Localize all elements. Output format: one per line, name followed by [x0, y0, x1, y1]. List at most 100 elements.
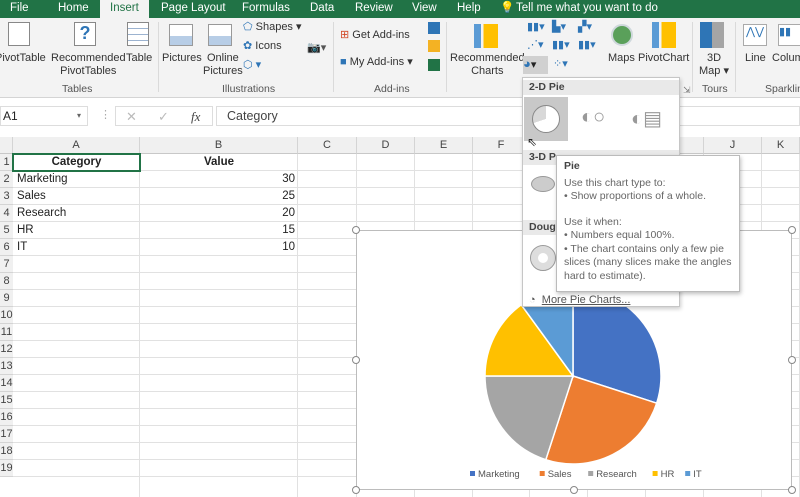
legend-entry[interactable]: HR	[661, 469, 675, 480]
header-cell[interactable]: Category	[51, 156, 102, 168]
column-header-A[interactable]: A	[13, 137, 140, 154]
row-header-12[interactable]: 12	[0, 341, 13, 358]
column-header-K[interactable]: K	[762, 137, 800, 154]
screenshot-button[interactable]: 📷▾	[307, 42, 327, 54]
select-all-corner[interactable]	[0, 137, 13, 154]
category-cell[interactable]: Research	[17, 207, 67, 219]
tab-formulas[interactable]: Formulas	[242, 2, 290, 14]
more-pie-charts[interactable]: ◔ More Pie Charts...	[529, 294, 630, 306]
3d-pie-option[interactable]	[531, 176, 555, 192]
doughnut-option[interactable]	[530, 245, 556, 271]
row-header-2[interactable]: 2	[0, 171, 13, 188]
header-cell[interactable]: Value	[203, 156, 235, 168]
tab-page-layout[interactable]: Page Layout	[161, 2, 226, 14]
row-header-1[interactable]: 1	[0, 154, 13, 171]
value-cell[interactable]: 20	[282, 207, 295, 219]
category-cell[interactable]: Sales	[17, 190, 46, 202]
row-header-16[interactable]: 16	[0, 409, 13, 426]
value-cell[interactable]: 10	[282, 241, 295, 253]
visio-icon[interactable]	[428, 22, 440, 34]
row-header-13[interactable]: 13	[0, 358, 13, 375]
hierarchy-chart-button[interactable]: ▙▾	[552, 21, 566, 33]
value-cell[interactable]: 25	[282, 190, 295, 202]
bing-icon[interactable]	[428, 40, 440, 52]
legend-entry[interactable]: IT	[693, 469, 702, 480]
value-cell[interactable]: 15	[282, 224, 295, 236]
legend-entry[interactable]: Research	[596, 469, 637, 480]
category-cell[interactable]: Marketing	[17, 173, 68, 185]
row-header-18[interactable]: 18	[0, 443, 13, 460]
sparkline-line-button[interactable]: Line	[745, 52, 766, 64]
tell-me-search[interactable]: Tell me what you want to do	[516, 2, 658, 14]
recommended-charts-button[interactable]: Recommended Charts	[450, 52, 525, 78]
pie-slice-research[interactable]	[484, 375, 575, 461]
column-header-B[interactable]: B	[140, 137, 298, 154]
value-cell[interactable]: 30	[282, 173, 295, 185]
3d-map-button[interactable]: 3D Map ▾	[699, 52, 729, 77]
people-graph-icon[interactable]	[428, 59, 440, 71]
charts-dialog-launcher[interactable]: ⇲	[683, 85, 691, 95]
row-header-8[interactable]: 8	[0, 273, 13, 290]
3d-models-button[interactable]: ⬡ ▾	[243, 59, 262, 71]
enter-icon[interactable]: ✓	[158, 109, 169, 124]
resize-handle[interactable]	[788, 356, 796, 364]
maps-button[interactable]: Maps	[608, 52, 635, 65]
sparkline-column-button[interactable]: Column	[772, 52, 800, 64]
tab-home[interactable]: Home	[58, 2, 89, 14]
row-header-15[interactable]: 15	[0, 392, 13, 409]
resize-handle[interactable]	[788, 486, 796, 494]
tab-view[interactable]: View	[412, 2, 437, 14]
column-header-D[interactable]: D	[357, 137, 415, 154]
pivottable-button[interactable]: PivotTable	[0, 52, 46, 64]
pie-option[interactable]	[524, 97, 568, 141]
resize-handle[interactable]	[788, 226, 796, 234]
resize-handle[interactable]	[352, 356, 360, 364]
legend-entry[interactable]: Marketing	[478, 469, 520, 480]
pie-slice-sales[interactable]	[544, 375, 658, 465]
row-header-5[interactable]: 5	[0, 222, 13, 239]
row-header-9[interactable]: 9	[0, 290, 13, 307]
pivotchart-button[interactable]: PivotChart	[638, 52, 689, 65]
tab-file[interactable]: File	[10, 2, 29, 14]
row-header-10[interactable]: 10	[0, 307, 13, 324]
icons-button[interactable]: ✿ Icons	[243, 40, 282, 53]
cancel-icon[interactable]: ✕	[126, 109, 137, 124]
line-chart-button[interactable]: ⋰▾	[527, 39, 544, 51]
shapes-button[interactable]: ⬠ Shapes ▾	[243, 21, 302, 33]
tab-insert[interactable]: Insert	[100, 0, 149, 18]
my-addins-button[interactable]: ■ My Add-ins ▾	[340, 56, 413, 68]
scatter-chart-button[interactable]: ⁘▾	[553, 58, 568, 70]
pie-slice-hr[interactable]	[484, 303, 575, 377]
combo-chart-button[interactable]: ▮▮▾	[578, 39, 596, 51]
pictures-button[interactable]: Pictures	[162, 52, 202, 64]
recommended-pivottables-button[interactable]: Recommended PivotTables	[51, 52, 126, 78]
tab-review[interactable]: Review	[355, 2, 393, 14]
statistic-chart-button[interactable]: ▮▮▾	[552, 39, 570, 51]
column-chart-button[interactable]: ▮▮▾	[527, 21, 545, 33]
table-button[interactable]: Table	[126, 52, 153, 64]
waterfall-chart-button[interactable]: ▞▾	[578, 21, 592, 33]
resize-handle[interactable]	[352, 486, 360, 494]
row-header-17[interactable]: 17	[0, 426, 13, 443]
column-header-J[interactable]: J	[704, 137, 762, 154]
row-header-14[interactable]: 14	[0, 375, 13, 392]
resize-handle[interactable]	[570, 486, 578, 494]
tab-help[interactable]: Help	[457, 2, 481, 14]
row-header-4[interactable]: 4	[0, 205, 13, 222]
column-header-E[interactable]: E	[415, 137, 473, 154]
get-addins-button[interactable]: ⊞ Get Add-ins	[340, 29, 410, 42]
row-header-19[interactable]: 19	[0, 460, 13, 477]
insert-function-icon[interactable]: fx	[191, 109, 201, 124]
row-header-7[interactable]: 7	[0, 256, 13, 273]
pie-of-pie-option[interactable]: ◐○	[581, 106, 625, 132]
resize-handle[interactable]	[352, 226, 360, 234]
category-cell[interactable]: HR	[17, 224, 34, 236]
category-cell[interactable]: IT	[17, 241, 28, 253]
row-header-11[interactable]: 11	[0, 324, 13, 341]
row-header-3[interactable]: 3	[0, 188, 13, 205]
pie-chart-button[interactable]: ◕▾	[523, 56, 548, 74]
name-box[interactable]: A1 ▾	[0, 106, 88, 126]
row-header-6[interactable]: 6	[0, 239, 13, 256]
column-header-C[interactable]: C	[298, 137, 357, 154]
tab-data[interactable]: Data	[310, 2, 335, 14]
